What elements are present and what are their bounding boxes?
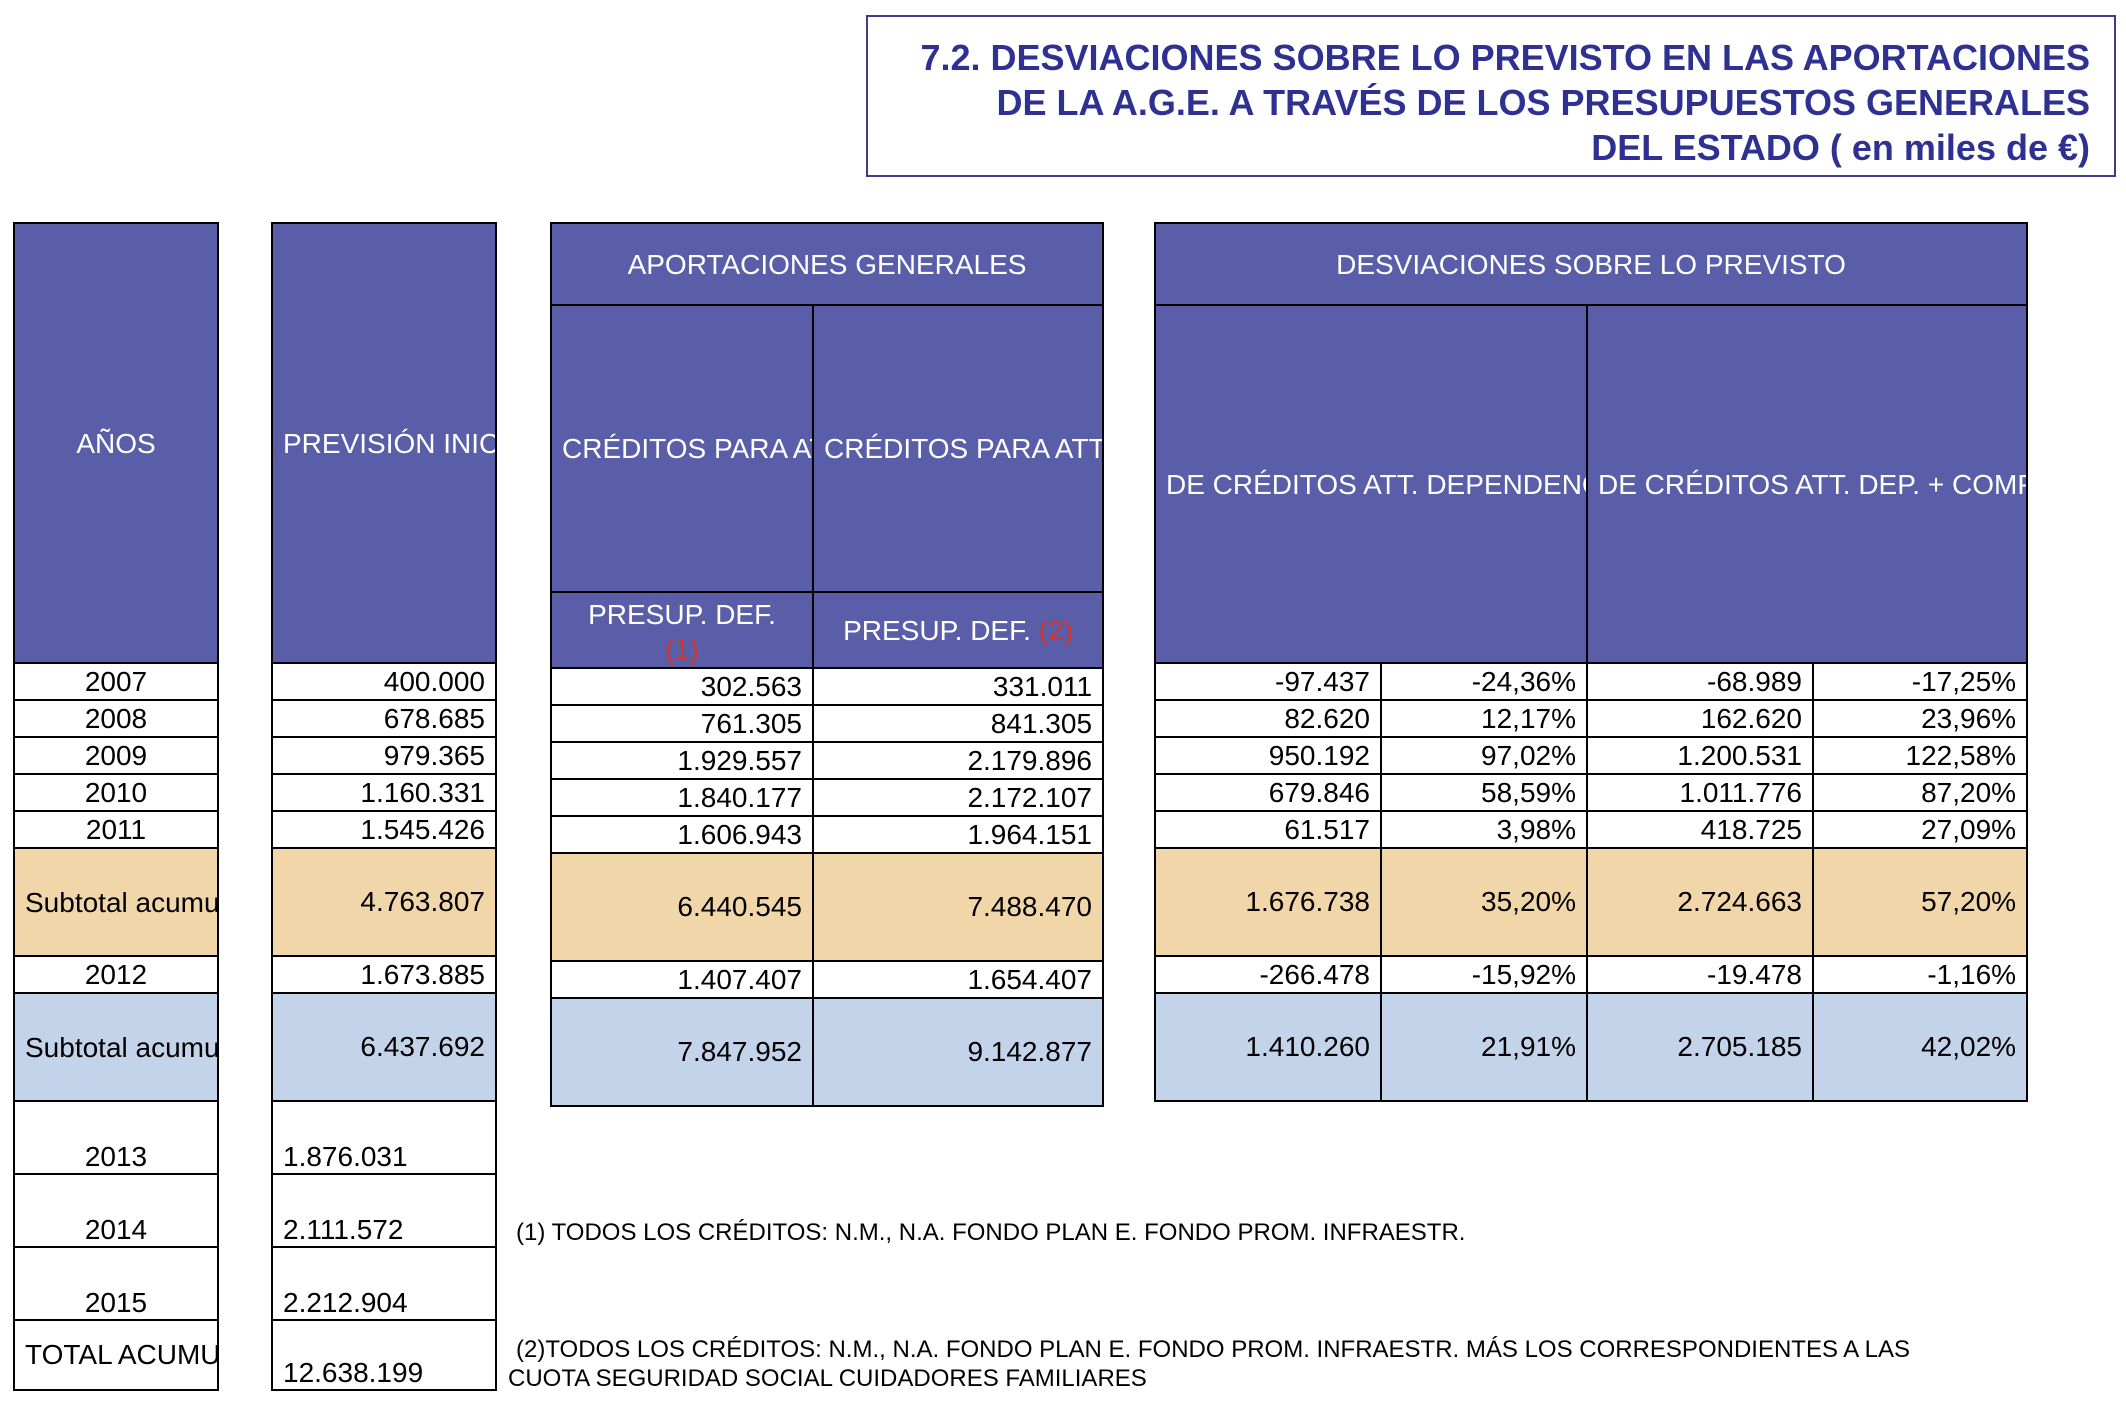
year-cell: 2008 bbox=[13, 699, 219, 738]
desv2-subtotal-2012: 2.705.185 bbox=[1586, 992, 1814, 1102]
total-label: TOTAL ACUMULADO bbox=[13, 1319, 219, 1391]
header-desviaciones: DESVIACIONES SOBRE LO PREVISTO bbox=[1153, 222, 2029, 306]
desv2-cell: -68.989 bbox=[1586, 662, 1814, 701]
footnote-2-line-1: (2)TODOS LOS CRÉDITOS: N.M., N.A. FONDO … bbox=[516, 1336, 1911, 1363]
presup1-cell: 761.305 bbox=[550, 704, 814, 743]
presup1-cell: 1.407.407 bbox=[550, 960, 814, 999]
title-line-3: DEL ESTADO ( en miles de €) bbox=[1591, 127, 2090, 168]
header-prevision: PREVISIÓN INICIAL (Memoria Ley P:G:E:) bbox=[271, 222, 497, 664]
desv1-cell: -266.478 bbox=[1154, 955, 1382, 994]
presup1-cell: 1.606.943 bbox=[550, 815, 814, 854]
header-anos: AÑOS bbox=[13, 222, 219, 664]
presup2-cell: 1.964.151 bbox=[811, 815, 1105, 854]
prevision-subtotal-2012: 6.437.692 bbox=[271, 992, 497, 1102]
presup1-cell: 1.929.557 bbox=[550, 741, 814, 780]
prevision-cell: 1.160.331 bbox=[271, 773, 497, 812]
header-presup-def-2: PRESUP. DEF. (2) bbox=[811, 591, 1105, 669]
page-title: 7.2. DESVIACIONES SOBRE LO PREVISTO EN L… bbox=[866, 15, 2116, 177]
year-cell: 2013 bbox=[13, 1100, 219, 1175]
years-table: AÑOS 2007 2008 2009 2010 2011 Subtotal a… bbox=[13, 222, 219, 1391]
desv2-cell: 1.011.776 bbox=[1586, 773, 1814, 812]
presup1-subtotal-2012: 7.847.952 bbox=[550, 997, 814, 1107]
presup1-subtotal-2011: 6.440.545 bbox=[550, 852, 814, 962]
header-presup-def-1: PRESUP. DEF. (1) bbox=[550, 591, 814, 669]
aportaciones-table: APORTACIONES GENERALES CRÉDITOS PARA ATT… bbox=[549, 222, 1105, 1107]
pct1-subtotal-2011: 35,20% bbox=[1380, 847, 1588, 957]
footnote-2-line-2: CUOTA SEGURIDAD SOCIAL CUIDADORES FAMILI… bbox=[508, 1365, 1147, 1392]
pct2-cell: 23,96% bbox=[1811, 699, 2029, 738]
desviaciones-table: DESVIACIONES SOBRE LO PREVISTO DE CRÉDIT… bbox=[1153, 222, 2029, 1102]
year-cell: 2010 bbox=[13, 773, 219, 812]
ref-2: (2) bbox=[1038, 614, 1073, 646]
pct1-cell: -15,92% bbox=[1380, 955, 1588, 994]
prevision-cell: 979.365 bbox=[271, 736, 497, 775]
presup2-subtotal-2012: 9.142.877 bbox=[811, 997, 1105, 1107]
pct1-subtotal-2012: 21,91% bbox=[1380, 992, 1588, 1102]
pct2-cell: -1,16% bbox=[1811, 955, 2029, 994]
desv1-cell: 61.517 bbox=[1154, 810, 1382, 849]
year-cell: 2012 bbox=[13, 955, 219, 994]
pct1-cell: 12,17% bbox=[1380, 699, 1588, 738]
desv2-cell: 162.620 bbox=[1586, 699, 1814, 738]
desv1-cell: 82.620 bbox=[1154, 699, 1382, 738]
presup2-cell: 841.305 bbox=[811, 704, 1105, 743]
prevision-subtotal-2011: 4.763.807 bbox=[271, 847, 497, 957]
prevision-cell: 1.876.031 bbox=[271, 1100, 497, 1175]
title-line-1: 7.2. DESVIACIONES SOBRE LO PREVISTO EN L… bbox=[920, 37, 2090, 78]
pct1-cell: 97,02% bbox=[1380, 736, 1588, 775]
desv2-cell: 1.200.531 bbox=[1586, 736, 1814, 775]
pct1-cell: -24,36% bbox=[1380, 662, 1588, 701]
prevision-cell: 678.685 bbox=[271, 699, 497, 738]
subtotal-2012-label: Subtotal acumulado a 2012 bbox=[13, 992, 219, 1102]
presup2-cell: 331.011 bbox=[811, 667, 1105, 706]
pct2-subtotal-2012: 42,02% bbox=[1811, 992, 2029, 1102]
pct2-cell: -17,25% bbox=[1811, 662, 2029, 701]
footnote-1: (1) TODOS LOS CRÉDITOS: N.M., N.A. FONDO… bbox=[516, 1219, 1466, 1246]
pct2-cell: 122,58% bbox=[1811, 736, 2029, 775]
presup2-cell: 2.179.896 bbox=[811, 741, 1105, 780]
pct2-cell: 87,20% bbox=[1811, 773, 2029, 812]
subtotal-2011-label: Subtotal acumulado a 2011 bbox=[13, 847, 219, 957]
prevision-cell: 2.111.572 bbox=[271, 1173, 497, 1248]
desv2-cell: 418.725 bbox=[1586, 810, 1814, 849]
desv1-cell: -97.437 bbox=[1154, 662, 1382, 701]
desv1-subtotal-2012: 1.410.260 bbox=[1154, 992, 1382, 1102]
header-aportaciones: APORTACIONES GENERALES bbox=[549, 222, 1105, 306]
desv2-cell: -19.478 bbox=[1586, 955, 1814, 994]
prevision-cell: 2.212.904 bbox=[271, 1246, 497, 1321]
year-cell: 2015 bbox=[13, 1246, 219, 1321]
pct2-subtotal-2011: 57,20% bbox=[1811, 847, 2029, 957]
header-creditos-att: CRÉDITOS PARA ATT. A LA DEPENDENCIA bbox=[550, 304, 814, 593]
prevision-cell: 1.673.885 bbox=[271, 955, 497, 994]
year-cell: 2014 bbox=[13, 1173, 219, 1248]
presup2-cell: 2.172.107 bbox=[811, 778, 1105, 817]
desv2-subtotal-2011: 2.724.663 bbox=[1586, 847, 1814, 957]
year-cell: 2009 bbox=[13, 736, 219, 775]
desv1-cell: 950.192 bbox=[1154, 736, 1382, 775]
pct1-cell: 3,98% bbox=[1380, 810, 1588, 849]
desv1-cell: 679.846 bbox=[1154, 773, 1382, 812]
header-desv-compl: DE CRÉDITOS ATT. DEP. + COMPLEMENTARIOS … bbox=[1585, 304, 2029, 664]
header-desv-att: DE CRÉDITOS ATT. DEPENDENCIA bbox=[1154, 304, 1588, 664]
year-cell: 2011 bbox=[13, 810, 219, 849]
presup-def-label: PRESUP. DEF. bbox=[588, 599, 776, 630]
header-creditos-supl: CRÉDITOS PARA ATT. DEP. + CREDT. SUPLEM.… bbox=[811, 304, 1105, 593]
presup2-cell: 1.654.407 bbox=[811, 960, 1105, 999]
pct2-cell: 27,09% bbox=[1811, 810, 2029, 849]
prevision-cell: 1.545.426 bbox=[271, 810, 497, 849]
ref-1: (1) bbox=[664, 634, 700, 665]
presup1-cell: 302.563 bbox=[550, 667, 814, 706]
prevision-total: 12.638.199 bbox=[271, 1319, 497, 1391]
title-line-2: DE LA A.G.E. A TRAVÉS DE LOS PRESUPUESTO… bbox=[996, 82, 2091, 123]
presup2-subtotal-2011: 7.488.470 bbox=[811, 852, 1105, 962]
year-cell: 2007 bbox=[13, 662, 219, 701]
prevision-cell: 400.000 bbox=[271, 662, 497, 701]
presup-def-label: PRESUP. DEF. bbox=[843, 614, 1031, 646]
desv1-subtotal-2011: 1.676.738 bbox=[1154, 847, 1382, 957]
pct1-cell: 58,59% bbox=[1380, 773, 1588, 812]
prevision-table: PREVISIÓN INICIAL (Memoria Ley P:G:E:) 4… bbox=[271, 222, 497, 1391]
presup1-cell: 1.840.177 bbox=[550, 778, 814, 817]
